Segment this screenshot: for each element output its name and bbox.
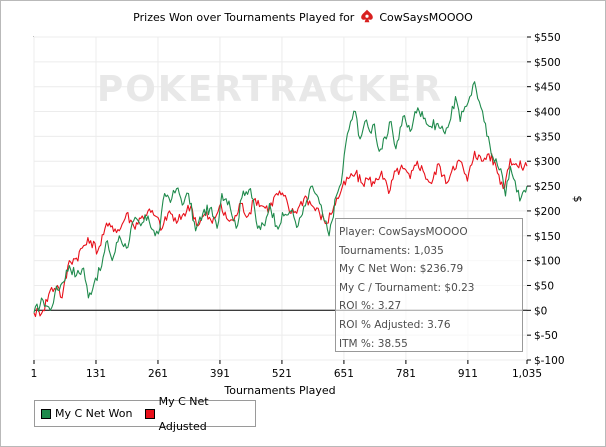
data-tooltip: Player: CowSaysMOOOO Tournaments: 1,035 …	[335, 218, 523, 352]
y-tick-label: $250	[534, 181, 561, 193]
pokertracker-watermark: POKERTRACKER	[97, 69, 443, 110]
pokertracker-spade-icon	[361, 9, 373, 23]
series-line-net-won	[33, 81, 528, 313]
tooltip-net-won: My C Net Won: $236.79	[339, 263, 464, 276]
legend-item-net-adjusted[interactable]: My C Net Adjusted	[145, 395, 255, 433]
chart-legend: My C Net Won My C Net Adjusted	[34, 395, 256, 433]
y-tick-label: $450	[534, 82, 561, 94]
tooltip-itm: ITM %: 38.55	[339, 337, 408, 350]
x-tick-label: 1,035	[512, 368, 542, 380]
chart-title-user: CowSaysMOOOO	[379, 11, 473, 24]
x-tick-label: 261	[148, 368, 168, 380]
y-tick-label: $-50	[534, 330, 558, 342]
chart-title: Prizes Won over Tournaments Played for C…	[0, 9, 606, 25]
x-tick-label: 781	[396, 368, 416, 380]
chart-title-text: Prizes Won over Tournaments Played for	[133, 11, 355, 24]
x-tick-label: 911	[458, 368, 478, 380]
y-tick-label: $400	[534, 107, 561, 119]
y-tick-label: $500	[534, 57, 561, 69]
x-tick-label: 391	[210, 368, 230, 380]
y-axis-label: $	[571, 196, 584, 203]
series-line-net-adjusted	[33, 150, 528, 318]
y-tick-label: $-100	[534, 355, 565, 367]
x-tick-label: 651	[334, 368, 354, 380]
y-tick-label: $300	[534, 156, 561, 168]
y-tick-label: $350	[534, 131, 561, 143]
tooltip-roi-adjusted: ROI % Adjusted: 3.76	[339, 318, 451, 331]
x-axis: 1 131 261 391 521 651 781 911 1,035	[31, 360, 542, 380]
legend-label-net-won: My C Net Won	[55, 407, 133, 420]
tooltip-roi: ROI %: 3.27	[339, 300, 402, 313]
legend-item-net-won[interactable]: My C Net Won	[41, 401, 132, 426]
legend-swatch-net-won	[41, 408, 51, 419]
y-tick-label: $0	[534, 305, 547, 317]
legend-label-net-adjusted: My C Net Adjusted	[158, 394, 209, 433]
tooltip-player: Player: CowSaysMOOOO	[339, 226, 468, 238]
legend-swatch-net-adjusted	[145, 408, 155, 419]
x-tick-label: 521	[272, 368, 292, 380]
x-tick-label: 1	[31, 368, 38, 380]
y-tick-label: $550	[534, 32, 561, 44]
y-axis: $-100 $-50 $0 $50 $100 $150 $200 $250 $300 $350 $4…	[527, 32, 565, 367]
tooltip-tournaments: Tournaments: 1,035	[339, 244, 444, 257]
y-tick-label: $150	[534, 231, 561, 243]
y-tick-label: $200	[534, 206, 561, 218]
y-tick-label: $50	[534, 280, 554, 292]
series-group	[33, 81, 528, 318]
tooltip-per-tournament: My C / Tournament: $0.23	[339, 281, 475, 294]
x-tick-label: 131	[86, 368, 106, 380]
x-axis-label: Tournaments Played	[223, 384, 335, 397]
y-tick-label: $100	[534, 256, 561, 268]
